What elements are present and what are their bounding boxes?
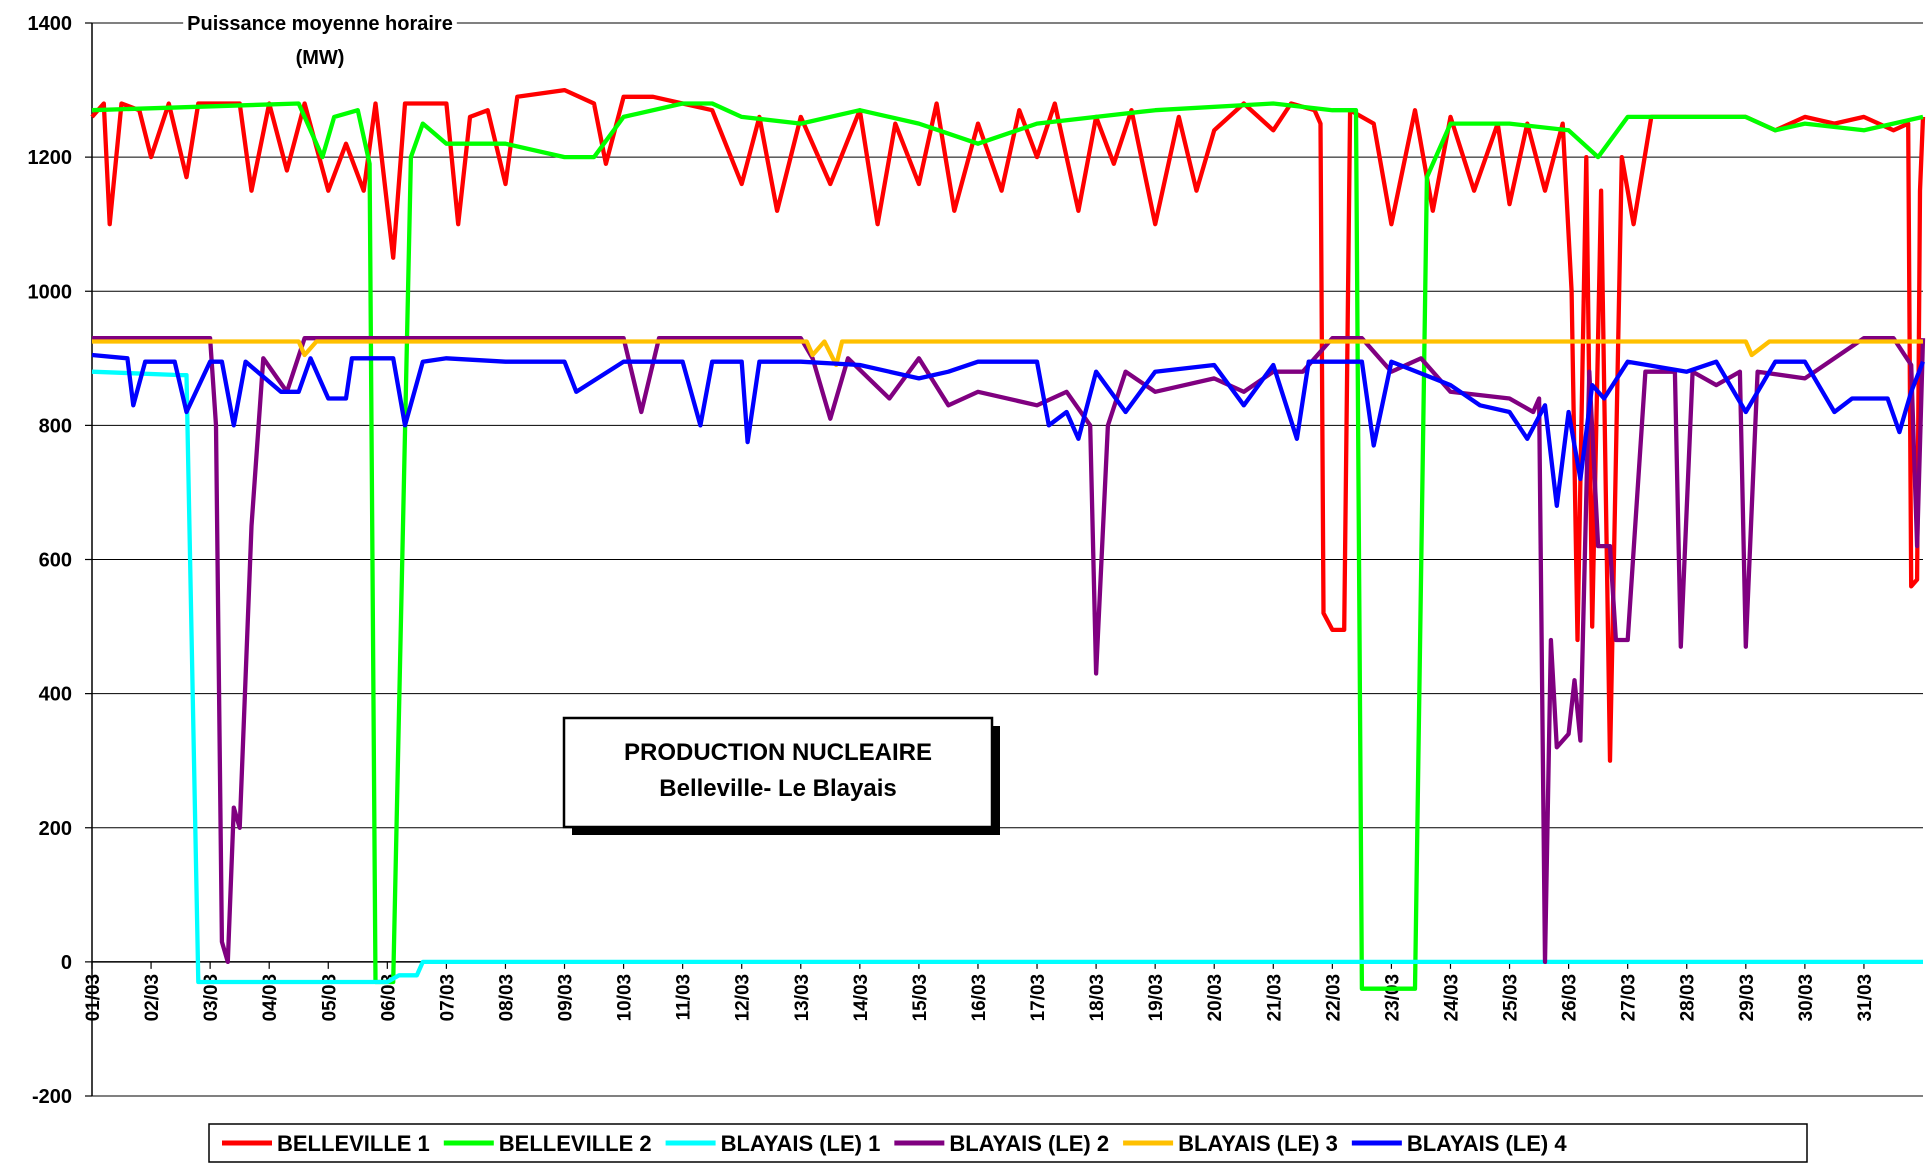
y-tick-label: 0 xyxy=(61,952,72,974)
legend-label: BLAYAIS (LE) 3 xyxy=(1178,1131,1338,1156)
x-tick-label: 12/03 xyxy=(733,974,754,1022)
legend-label: BELLEVILLE 1 xyxy=(277,1131,430,1156)
x-tick-label: 31/03 xyxy=(1855,974,1876,1022)
y-label: Puissance moyenne horaire xyxy=(187,13,453,35)
y-unit: (MW) xyxy=(296,47,345,69)
y-tick-label: 800 xyxy=(39,415,72,437)
x-tick-label: 23/03 xyxy=(1382,974,1403,1022)
x-tick-label: 29/03 xyxy=(1737,974,1758,1022)
y-tick-label: -200 xyxy=(32,1086,72,1108)
x-tick-label: 13/03 xyxy=(792,974,813,1022)
x-tick-label: 22/03 xyxy=(1323,974,1344,1022)
series-line xyxy=(92,339,1923,368)
x-tick-label: 20/03 xyxy=(1205,974,1226,1022)
y-tick-label: 600 xyxy=(39,550,72,572)
y-tick-label: 1400 xyxy=(28,13,73,35)
y-label-bg xyxy=(183,13,457,35)
x-tick-label: 18/03 xyxy=(1087,974,1108,1022)
annotation-text: Belleville- Le Blayais xyxy=(659,775,896,802)
x-tick-label: 15/03 xyxy=(910,974,931,1022)
x-tick-label: 30/03 xyxy=(1796,974,1817,1022)
x-tick-label: 04/03 xyxy=(260,974,281,1022)
legend-label: BLAYAIS (LE) 4 xyxy=(1407,1131,1568,1156)
legend-label: BELLEVILLE 2 xyxy=(499,1131,652,1156)
legend-label: BLAYAIS (LE) 1 xyxy=(721,1131,881,1156)
x-tick-label: 19/03 xyxy=(1146,974,1167,1022)
y-tick-label: 400 xyxy=(39,684,72,706)
x-tick-label: 27/03 xyxy=(1619,974,1640,1022)
x-tick-label: 25/03 xyxy=(1501,974,1522,1022)
x-tick-label: 26/03 xyxy=(1560,974,1581,1022)
series-line xyxy=(92,336,1926,965)
x-tick-label: 28/03 xyxy=(1678,974,1699,1022)
x-tick-label: 02/03 xyxy=(142,974,163,1022)
annotation-text: PRODUCTION NUCLEAIRE xyxy=(624,739,932,766)
x-tick-label: 06/03 xyxy=(378,974,399,1022)
annotation-box xyxy=(562,716,994,829)
x-tick-label: 21/03 xyxy=(1264,974,1285,1022)
x-tick-label: 11/03 xyxy=(674,974,695,1021)
x-tick-label: 24/03 xyxy=(1441,974,1462,1022)
x-tick-label: 01/03 xyxy=(83,974,104,1022)
x-tick-label: 09/03 xyxy=(556,974,577,1022)
series-line xyxy=(91,352,1926,508)
x-tick-label: 10/03 xyxy=(615,974,636,1022)
y-tick-label: 1200 xyxy=(28,147,73,169)
legend-label: BLAYAIS (LE) 2 xyxy=(949,1131,1109,1156)
series-line xyxy=(91,369,1923,985)
y-tick-label: 1000 xyxy=(28,281,73,303)
series-line xyxy=(91,101,1924,991)
x-tick-label: 08/03 xyxy=(496,974,517,1022)
x-tick-label: 17/03 xyxy=(1028,974,1049,1022)
x-tick-label: 07/03 xyxy=(437,974,458,1022)
x-tick-label: 03/03 xyxy=(201,974,222,1022)
x-tick-label: 14/03 xyxy=(851,974,872,1022)
x-tick-label: 16/03 xyxy=(969,974,990,1022)
y-tick-label: 200 xyxy=(39,818,72,840)
x-tick-label: 05/03 xyxy=(319,974,340,1022)
